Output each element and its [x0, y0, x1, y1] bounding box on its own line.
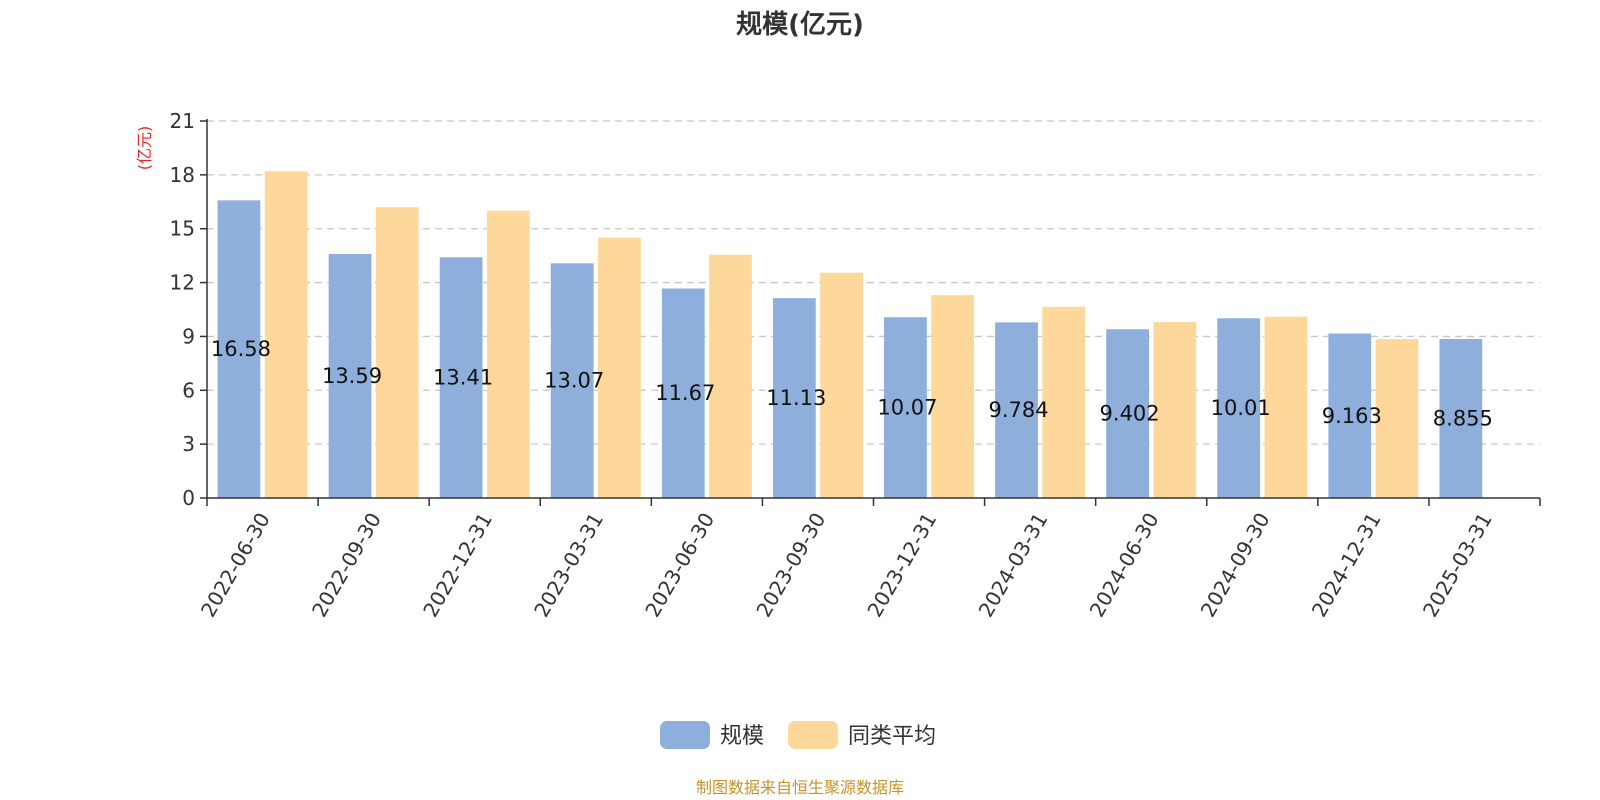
x-tick-label: 2023-12-31 [862, 509, 941, 622]
bar-scale [328, 254, 372, 498]
bar-peer-average [1264, 316, 1308, 498]
y-tick-label: 6 [182, 378, 195, 402]
legend-swatch [788, 721, 838, 749]
y-tick-label: 9 [182, 324, 195, 348]
bar-scale [884, 317, 927, 498]
y-tick-label: 21 [170, 109, 195, 133]
legend-label: 同类平均 [848, 724, 936, 749]
bar-data-label: 10.07 [877, 396, 937, 420]
gridlines [207, 120, 1540, 445]
y-tick-label: 18 [170, 163, 195, 187]
y-axis-unit: (亿元) [135, 126, 154, 171]
bar-peer-average [264, 171, 308, 498]
bar-data-label: 11.67 [655, 381, 715, 405]
bar-peer-average [709, 254, 752, 498]
bar-data-label: 13.59 [322, 364, 382, 388]
bar-scale [661, 288, 705, 498]
x-tick-label: 2024-12-31 [1307, 509, 1386, 622]
bar-peer-average [1153, 322, 1197, 498]
bar-scale [1439, 339, 1483, 498]
bar-data-label: 9.402 [1100, 402, 1160, 426]
x-tick-label: 2022-12-31 [418, 509, 497, 622]
bar-data-label: 13.41 [433, 366, 493, 390]
bar-data-label: 10.01 [1211, 396, 1271, 420]
source-note: 制图数据来自恒生聚源数据库 [696, 778, 904, 797]
bar-data-label: 11.13 [766, 386, 826, 410]
bar-scale [1328, 333, 1372, 498]
legend-swatch [660, 721, 710, 749]
bar-peer-average [1042, 306, 1086, 498]
bar-data-label: 16.58 [211, 337, 271, 361]
chart-title: 规模(亿元) [736, 10, 864, 40]
bar-peer-average [1375, 339, 1419, 498]
x-tick-label: 2022-06-30 [196, 509, 275, 622]
legend-label: 规模 [720, 724, 764, 749]
bars [217, 171, 1483, 498]
bar-data-label: 13.07 [544, 369, 604, 393]
y-tick-label: 12 [170, 271, 195, 295]
bar-peer-average [598, 237, 641, 498]
legend: 规模 同类平均 [660, 721, 936, 749]
y-tick-label: 3 [182, 432, 195, 456]
bar-data-label: 8.855 [1433, 407, 1493, 431]
x-tick-label: 2024-09-30 [1196, 509, 1275, 622]
bar-scale [995, 322, 1038, 498]
y-tick-label: 0 [182, 486, 195, 510]
bar-data-label: 9.163 [1322, 404, 1382, 428]
bar-peer-average [931, 295, 975, 498]
bar-data-label: 9.784 [988, 398, 1048, 422]
x-tick-label: 2023-09-30 [751, 509, 830, 622]
bar-peer-average [486, 210, 530, 498]
x-tick-label: 2024-06-30 [1085, 509, 1164, 622]
bar-scale [772, 298, 816, 498]
bar-scale [550, 263, 594, 498]
bar-scale [439, 257, 483, 498]
x-tick-label: 2025-03-31 [1418, 509, 1497, 622]
bar-scale [1217, 318, 1261, 498]
y-tick-label: 15 [170, 217, 195, 241]
bar-scale [1106, 329, 1149, 498]
x-tick-label: 2023-06-30 [640, 509, 719, 622]
bar-scale [217, 200, 261, 498]
x-tick-label: 2022-09-30 [307, 509, 386, 622]
bar-peer-average [375, 207, 419, 498]
bar-peer-average [820, 272, 863, 498]
x-tick-label: 2023-03-31 [529, 509, 608, 622]
x-tick-label: 2024-03-31 [974, 509, 1053, 622]
data-labels: 16.58 13.59 13.41 13.07 11.67 11.13 10.07 9.784… [211, 337, 1493, 430]
